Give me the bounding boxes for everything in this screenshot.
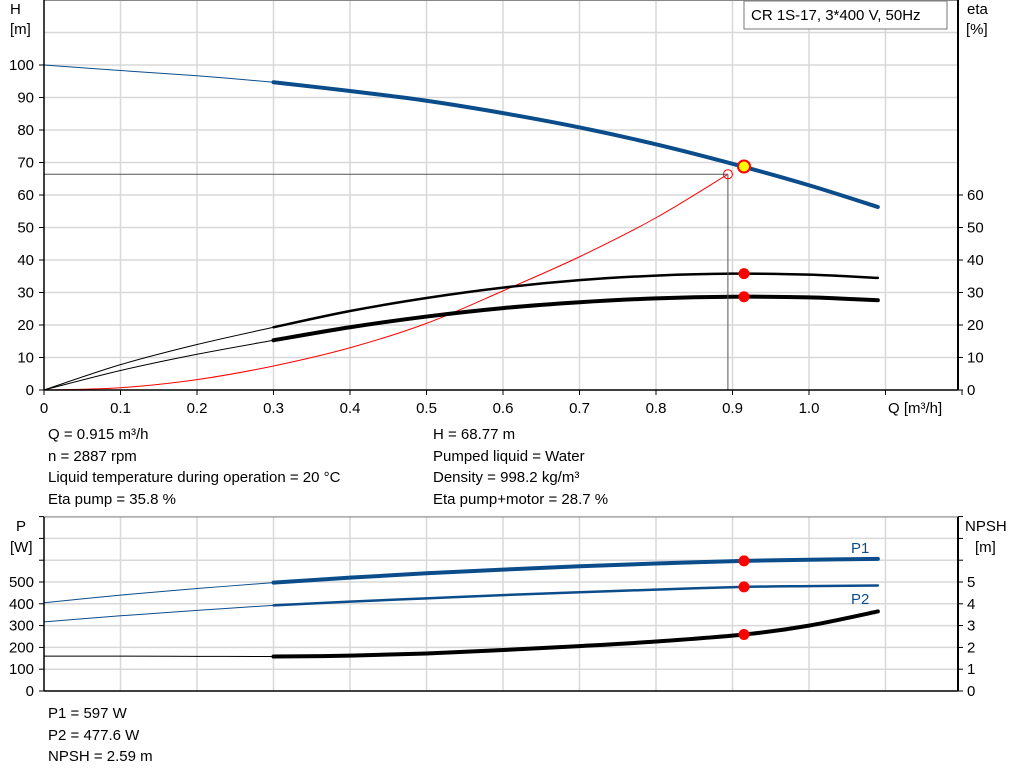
h-tick-label: 30 bbox=[17, 285, 34, 302]
legend-box: CR 1S-17, 3*400 V, 50Hz bbox=[743, 0, 948, 30]
x-tick-label: 0.3 bbox=[263, 400, 284, 417]
eta-tick-label: 60 bbox=[967, 187, 984, 204]
h-tick-label: 40 bbox=[17, 252, 34, 269]
h-tick-label: 80 bbox=[17, 122, 34, 139]
labels: 0 0.1 0.2 0.3 0.4 0.5 0.6 0.7 0.8 0.9 1.0010203040… bbox=[9, 57, 984, 700]
x-tick-label: 0.2 bbox=[187, 400, 208, 417]
system-curve bbox=[43, 173, 729, 391]
info-temperature: Liquid temperature during operation = 20… bbox=[48, 469, 341, 486]
eta-tick-label: 10 bbox=[967, 350, 984, 367]
p2-curve-extrapolated bbox=[43, 604, 274, 623]
npsh-tick-label: 0 bbox=[967, 683, 975, 700]
eta-pump-curve bbox=[272, 272, 880, 329]
p-tick-label: 0 bbox=[26, 683, 34, 700]
head-curve bbox=[271, 80, 880, 210]
eta-pump-curve-extrapolated bbox=[43, 326, 274, 391]
npsh-axis-unit: [m] bbox=[975, 539, 996, 556]
npsh-axis-label: NPSH bbox=[965, 518, 1007, 535]
h-tick-label: 70 bbox=[17, 155, 34, 172]
x-tick-label: 0.8 bbox=[646, 400, 667, 417]
eta-tick-label: 20 bbox=[967, 317, 984, 334]
eta-tick-label: 0 bbox=[967, 382, 975, 399]
npsh-tick-label: 4 bbox=[967, 596, 975, 613]
p1-curve bbox=[271, 556, 880, 585]
h-tick-label: 10 bbox=[17, 350, 34, 367]
duty-point-marker bbox=[722, 169, 733, 180]
info-head: H = 68.77 m bbox=[433, 426, 516, 443]
p-axis-unit: [W] bbox=[10, 539, 33, 556]
p-tick-label: 500 bbox=[9, 574, 34, 591]
h-tick-label: 90 bbox=[17, 90, 34, 107]
info-liquid: Pumped liquid = Water bbox=[433, 447, 585, 465]
operating-info-left: Q = 0.915 m³/h n = 2887 rpm Liquid tempe… bbox=[48, 424, 340, 510]
h-tick-label: 50 bbox=[17, 220, 34, 237]
operating-point-eta-total-marker bbox=[738, 291, 750, 303]
info-npsh: NPSH = 2.59 m bbox=[48, 748, 153, 765]
p-tick-label: 200 bbox=[9, 639, 34, 656]
h-axis-label: H bbox=[10, 1, 21, 18]
eta-axis-label: eta bbox=[967, 1, 989, 18]
power-info: P1 = 597 W P2 = 477.6 W NPSH = 2.59 m bbox=[48, 703, 153, 768]
p2-curve bbox=[272, 584, 880, 607]
operating-point-eta-pump-marker bbox=[738, 268, 750, 280]
p1-curve-label: P1 bbox=[851, 540, 869, 557]
info-p2: P2 = 477.6 W bbox=[48, 726, 140, 744]
x-tick-label: 0.4 bbox=[340, 400, 361, 417]
info-eta-pump: Eta pump = 35.8 % bbox=[48, 490, 176, 508]
x-tick-label: 0.6 bbox=[493, 400, 514, 417]
info-speed: n = 2887 rpm bbox=[48, 447, 137, 465]
operating-point-head-marker bbox=[736, 159, 751, 174]
eta-tick-label: 50 bbox=[967, 220, 984, 237]
p-tick-label: 300 bbox=[9, 618, 34, 635]
axes bbox=[39, 0, 963, 692]
h-tick-label: 0 bbox=[26, 382, 34, 399]
p-tick-label: 400 bbox=[9, 596, 34, 613]
npsh-tick-label: 3 bbox=[967, 618, 975, 635]
h-tick-label: 20 bbox=[17, 317, 34, 334]
p2-curve-label: P2 bbox=[851, 591, 869, 608]
h-tick-label: 60 bbox=[17, 187, 34, 204]
info-p1: P1 = 597 W bbox=[48, 705, 127, 722]
legend-text: CR 1S-17, 3*400 V, 50Hz bbox=[751, 7, 921, 24]
x-tick-label: 0.9 bbox=[722, 400, 743, 417]
eta-pump-motor-curve-extrapolated bbox=[43, 339, 274, 391]
h-tick-label: 100 bbox=[9, 57, 34, 74]
curves bbox=[43, 64, 880, 659]
h-axis-unit: [m] bbox=[10, 21, 31, 38]
eta-pump-motor-curve bbox=[271, 294, 880, 343]
p-tick-label: 100 bbox=[9, 661, 34, 678]
info-density: Density = 998.2 kg/m³ bbox=[433, 469, 580, 486]
npsh-tick-label: 1 bbox=[967, 661, 975, 678]
x-tick-label: 1.0 bbox=[799, 400, 820, 417]
x-tick-label: 0.1 bbox=[110, 400, 131, 417]
operating-point-p1-marker bbox=[738, 555, 750, 567]
operating-info-right: H = 68.77 m Pumped liquid = Water Densit… bbox=[433, 424, 608, 510]
x-tick-label: 0.7 bbox=[569, 400, 590, 417]
info-flow: Q = 0.915 m³/h bbox=[48, 426, 149, 443]
p1-curve-extrapolated bbox=[43, 582, 274, 604]
npsh-tick-label: 5 bbox=[967, 574, 975, 591]
npsh-tick-label: 2 bbox=[967, 639, 975, 656]
q-axis-label: Q [m³/h] bbox=[888, 400, 942, 417]
x-tick-label: 0 bbox=[40, 400, 48, 417]
eta-axis-unit: [%] bbox=[966, 21, 988, 38]
operating-point-p2-marker bbox=[738, 581, 750, 593]
operating-point-npsh-marker bbox=[738, 629, 750, 641]
grid bbox=[44, 0, 958, 691]
eta-tick-label: 30 bbox=[967, 285, 984, 302]
head-curve-extrapolated bbox=[43, 64, 274, 83]
x-tick-label: 0.5 bbox=[416, 400, 437, 417]
eta-tick-label: 40 bbox=[967, 252, 984, 269]
info-eta-pump-motor: Eta pump+motor = 28.7 % bbox=[433, 490, 609, 508]
npsh-curve bbox=[271, 609, 880, 659]
p-axis-label: P bbox=[16, 518, 26, 535]
